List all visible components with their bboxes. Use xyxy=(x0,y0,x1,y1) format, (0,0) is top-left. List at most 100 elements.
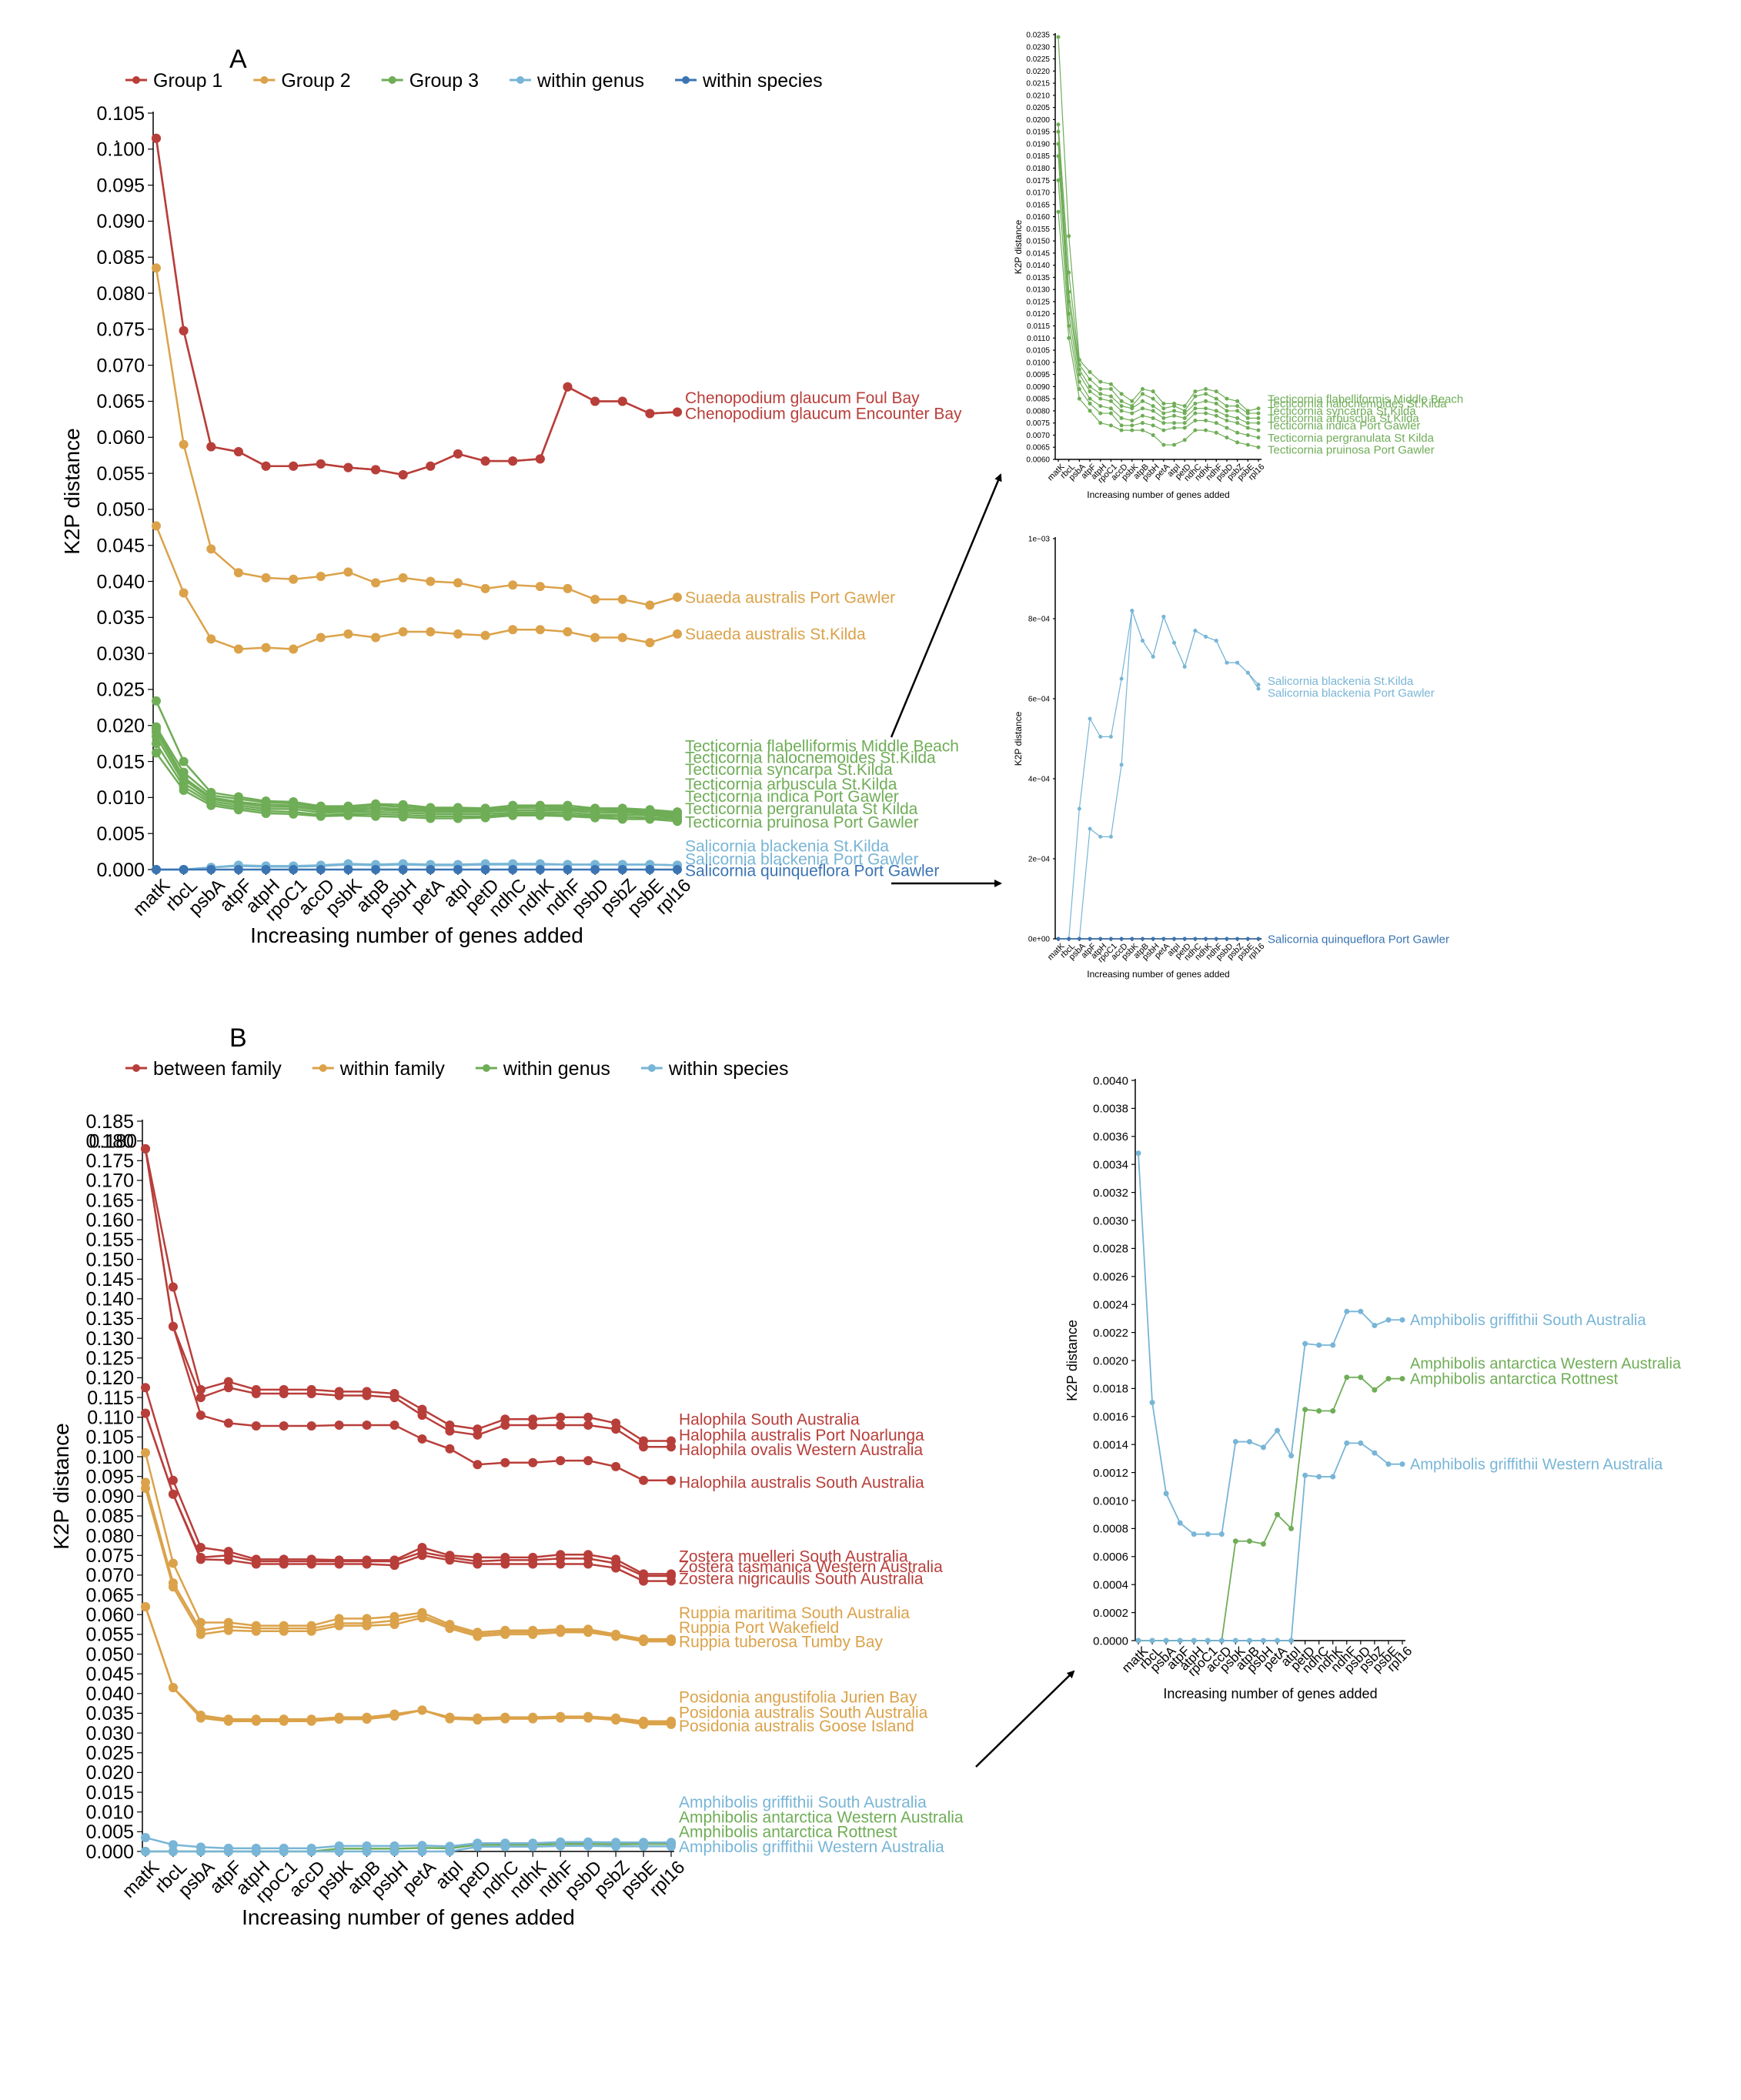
data-point xyxy=(1235,660,1240,665)
data-point xyxy=(1077,806,1081,811)
data-point xyxy=(1205,1531,1211,1537)
data-point xyxy=(1056,178,1061,182)
data-point xyxy=(1108,387,1113,392)
data-point xyxy=(279,1716,289,1726)
data-point xyxy=(1193,406,1198,411)
data-point xyxy=(1204,428,1208,432)
data-point xyxy=(1161,614,1166,619)
data-point xyxy=(389,1393,399,1403)
y-tick-label: 0.0010 xyxy=(1093,1494,1128,1507)
legend-marker xyxy=(132,1064,140,1072)
data-point xyxy=(1088,409,1092,413)
y-tick-label: 0.0170 xyxy=(1026,189,1050,198)
data-point xyxy=(223,1716,233,1726)
y-tick-label: 0.0165 xyxy=(1026,201,1050,209)
data-point xyxy=(306,1716,316,1726)
data-point xyxy=(417,1411,427,1421)
series-line xyxy=(1058,132,1258,419)
data-point xyxy=(473,1460,483,1470)
y-tick-label: 0.0115 xyxy=(1027,322,1050,331)
data-point xyxy=(1225,660,1229,665)
data-point xyxy=(1098,396,1103,401)
y-tick-label: 0.060 xyxy=(96,427,145,449)
data-point xyxy=(1245,442,1250,447)
y-tick-label: 0.010 xyxy=(96,787,145,809)
data-point xyxy=(645,814,655,824)
series-annotation: Tecticornia pergranulata St Kilda xyxy=(1268,432,1435,445)
data-point xyxy=(141,1383,150,1393)
data-point xyxy=(590,594,600,604)
data-point xyxy=(316,571,326,581)
series-annotation: Tecticornia pruinosa Port Gawler xyxy=(685,814,918,832)
data-point xyxy=(1161,936,1166,941)
y-tick-label: 0.0185 xyxy=(1026,152,1050,161)
data-point xyxy=(279,1559,289,1569)
data-point xyxy=(590,633,600,643)
y-tick-label: 0.0026 xyxy=(1093,1270,1128,1284)
y-tick-label: 0.030 xyxy=(96,643,145,665)
y-tick-label: 0.0140 xyxy=(1026,262,1050,270)
data-point xyxy=(445,1624,455,1634)
data-point xyxy=(251,1847,261,1856)
data-point xyxy=(223,1625,233,1635)
data-point xyxy=(1161,406,1166,411)
y-tick-label: 0.0105 xyxy=(1026,347,1050,356)
data-point xyxy=(1151,396,1155,401)
data-point xyxy=(168,1683,178,1693)
series-annotation: Amphibolis griffithii South Australia xyxy=(1410,1312,1646,1329)
data-point xyxy=(590,396,600,406)
data-point xyxy=(371,811,381,821)
data-point xyxy=(1358,1374,1364,1381)
series-annotation: Amphibolis griffithii Western Australia xyxy=(679,1838,944,1856)
data-point xyxy=(233,865,243,874)
y-tick-label: 0.0018 xyxy=(1093,1383,1128,1396)
series-annotation: Amphibolis antarctica Rottnest xyxy=(679,1824,897,1841)
data-point xyxy=(316,459,326,469)
y-tick-label: 0.0070 xyxy=(1026,432,1050,440)
data-point xyxy=(1235,416,1240,420)
data-point xyxy=(611,1424,621,1434)
y-tick-label: 0.0028 xyxy=(1093,1243,1128,1256)
data-point xyxy=(1302,1340,1308,1347)
data-point xyxy=(1161,411,1166,416)
data-point xyxy=(1246,1538,1252,1544)
data-point xyxy=(168,1840,178,1850)
data-point xyxy=(528,1714,538,1724)
data-point xyxy=(1256,416,1261,420)
data-point xyxy=(1161,416,1166,420)
data-point xyxy=(1163,1638,1169,1644)
data-point xyxy=(251,1421,261,1431)
data-point xyxy=(1245,432,1250,437)
data-point xyxy=(343,462,353,472)
chart-panel-b-main: 0.0000.0050.0100.0150.0200.0250.0300.035… xyxy=(49,1058,964,1929)
data-point xyxy=(1218,1638,1225,1644)
data-point xyxy=(206,544,216,554)
data-point xyxy=(1172,936,1177,941)
data-point xyxy=(1235,421,1240,426)
data-point xyxy=(1193,428,1198,432)
y-tick-label: 0.090 xyxy=(96,211,145,232)
data-point xyxy=(508,625,518,635)
data-point xyxy=(1108,936,1113,941)
data-point xyxy=(1204,419,1208,423)
y-tick-label: 0.0038 xyxy=(1093,1103,1128,1116)
data-point xyxy=(426,576,436,586)
data-point xyxy=(583,1628,593,1638)
data-point xyxy=(1191,1638,1197,1644)
data-point xyxy=(611,1461,621,1471)
series-line xyxy=(155,138,678,476)
data-point xyxy=(1235,936,1240,941)
data-point xyxy=(362,1559,372,1569)
data-point xyxy=(1056,142,1061,146)
data-point xyxy=(1182,421,1187,426)
series-line xyxy=(1058,180,1259,439)
data-point xyxy=(1225,396,1229,401)
data-point xyxy=(1056,154,1061,159)
y-tick-label: 0.170 xyxy=(85,1170,134,1192)
data-point xyxy=(1088,384,1092,389)
y-tick-label: 0.0030 xyxy=(1093,1214,1128,1227)
data-point xyxy=(1246,1638,1252,1644)
series-annotation: Tecticornia indica Port Gawler xyxy=(685,788,899,806)
data-point xyxy=(480,583,490,593)
legend-marker xyxy=(388,76,396,84)
